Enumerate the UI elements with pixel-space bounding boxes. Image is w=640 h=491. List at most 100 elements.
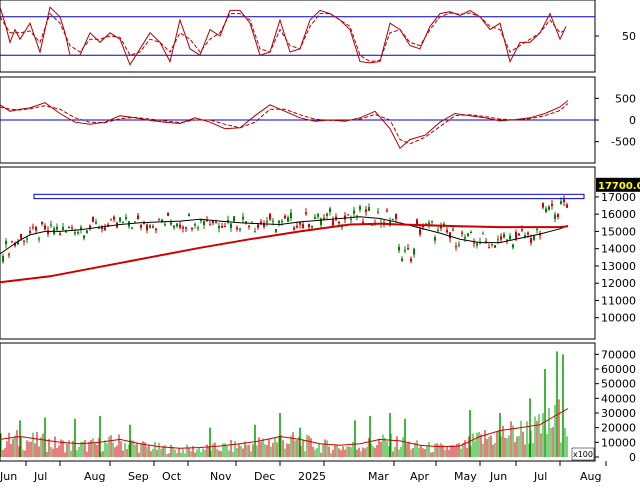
price-candle-body-90 — [272, 220, 274, 222]
macd-y-tick-label-2: -500 — [611, 136, 636, 149]
macd-series-line-1 — [0, 103, 569, 145]
price-y-tick-label-2: 15000 — [601, 225, 636, 238]
price-candle-body-106 — [320, 218, 322, 226]
price-candle-body-50 — [152, 226, 154, 228]
price-candle-body-176 — [530, 238, 532, 243]
price-candle-body-118 — [356, 215, 358, 217]
volume-series-line-0 — [0, 408, 569, 449]
price-candle-body-121 — [365, 209, 367, 212]
price-candle-body-80 — [242, 216, 244, 220]
price-candle-body-34 — [104, 227, 106, 231]
price-candle-body-94 — [284, 215, 286, 219]
price-candle-body-78 — [236, 227, 238, 230]
stochastic-panel-frame — [0, 0, 596, 73]
price-candle-body-140 — [422, 225, 424, 228]
price-candle-body-115 — [347, 214, 349, 216]
price-candle-body-49 — [149, 225, 151, 228]
price-candle-body-105 — [317, 214, 319, 217]
price-candle-body-91 — [275, 229, 277, 233]
price-candle-body-143 — [431, 221, 433, 223]
price-candle-body-137 — [413, 248, 415, 255]
price-candle-body-75 — [227, 219, 229, 223]
price-candle-body-152 — [458, 244, 460, 246]
volume-unit-label: x100 — [573, 450, 593, 459]
volume-y-tick-label-6: 10000 — [601, 436, 636, 449]
price-candle-body-66 — [200, 220, 202, 222]
price-candle-body-57 — [173, 225, 175, 228]
price-candle-body-25 — [77, 232, 79, 234]
price-candle-body-45 — [137, 215, 139, 219]
price-candle-body-93 — [281, 221, 283, 223]
price-candle-body-113 — [341, 226, 343, 228]
price-candle-body-89 — [269, 213, 271, 220]
price-candle-body-139 — [419, 229, 421, 235]
price-candle-body-98 — [296, 225, 298, 228]
price-candle-body-59 — [179, 224, 181, 228]
price-candle-body-24 — [74, 232, 76, 234]
price-candle-body-19 — [59, 233, 61, 235]
price-candle-body-81 — [245, 221, 247, 224]
price-candle-body-22 — [68, 226, 70, 229]
price-candle-body-31 — [95, 222, 97, 224]
x-tick-label-2: Aug — [84, 470, 105, 483]
price-candle-body-67 — [203, 221, 205, 225]
price-candle-body-23 — [71, 227, 73, 229]
price-candle-body-61 — [185, 227, 187, 229]
price-candle-body-13 — [41, 222, 43, 224]
price-candle-body-158 — [476, 243, 478, 246]
volume-panel-frame — [0, 342, 596, 462]
price-y-tick-label-1: 16000 — [601, 208, 636, 221]
price-candle-body-170 — [512, 244, 514, 248]
price-y-tick-label-6: 11000 — [601, 294, 636, 307]
price-candle-body-102 — [308, 223, 310, 228]
price-candle-body-146 — [440, 225, 442, 229]
price-candle-body-97 — [293, 227, 295, 230]
price-candle-body-130 — [392, 218, 394, 220]
price-candle-body-160 — [482, 233, 484, 235]
x-tick-label-5: Nov — [210, 470, 232, 483]
price-candle-body-119 — [359, 206, 361, 210]
price-candle-body-6 — [20, 233, 22, 239]
price-candle-body-4 — [14, 243, 16, 246]
price-candle-body-86 — [260, 221, 262, 224]
price-candle-body-128 — [386, 210, 388, 212]
volume-unit-badge — [571, 447, 595, 461]
volume-y-tick-label-7: 0 — [629, 451, 636, 464]
stochastic-series-line-1 — [0, 12, 567, 63]
price-candle-body-96 — [290, 212, 292, 219]
price-candle-body-43 — [131, 227, 133, 229]
price-candle-body-149 — [449, 232, 451, 239]
price-candle-body-187 — [563, 199, 565, 203]
price-candle-body-163 — [491, 243, 493, 245]
price-candle-body-188 — [566, 204, 568, 208]
price-candle-body-82 — [248, 225, 250, 228]
macd-y-tick-label-1: 0 — [629, 114, 636, 127]
price-candle-body-150 — [452, 229, 454, 231]
price-candle-body-162 — [488, 247, 490, 249]
price-candle-body-11 — [35, 226, 37, 231]
price-candle-body-2 — [8, 254, 10, 256]
price-candle-body-142 — [428, 222, 430, 226]
price-candle-body-114 — [344, 215, 346, 220]
price-candle-body-3 — [11, 241, 13, 243]
volume-y-tick-label-0: 70000 — [601, 348, 636, 361]
price-candle-body-95 — [287, 217, 289, 222]
price-candle-body-79 — [239, 228, 241, 230]
volume-y-tick-label-5: 20000 — [601, 422, 636, 435]
price-candle-body-151 — [455, 246, 457, 248]
price-candle-body-54 — [164, 224, 166, 226]
price-y-tick-label-7: 10000 — [601, 312, 636, 325]
price-candle-body-9 — [29, 231, 31, 233]
price-candle-body-154 — [464, 237, 466, 239]
price-candle-body-46 — [140, 225, 142, 228]
x-tick-label-12: Jul — [533, 470, 547, 483]
price-candle-body-8 — [26, 238, 28, 240]
price-candle-body-133 — [401, 258, 403, 262]
price-candle-body-71 — [215, 221, 217, 223]
x-tick-label-3: Sep — [128, 470, 149, 483]
price-y-tick-label-4: 13000 — [601, 260, 636, 273]
price-candle-body-85 — [257, 224, 259, 228]
price-candle-body-5 — [17, 241, 19, 245]
price-candle-body-161 — [485, 241, 487, 243]
